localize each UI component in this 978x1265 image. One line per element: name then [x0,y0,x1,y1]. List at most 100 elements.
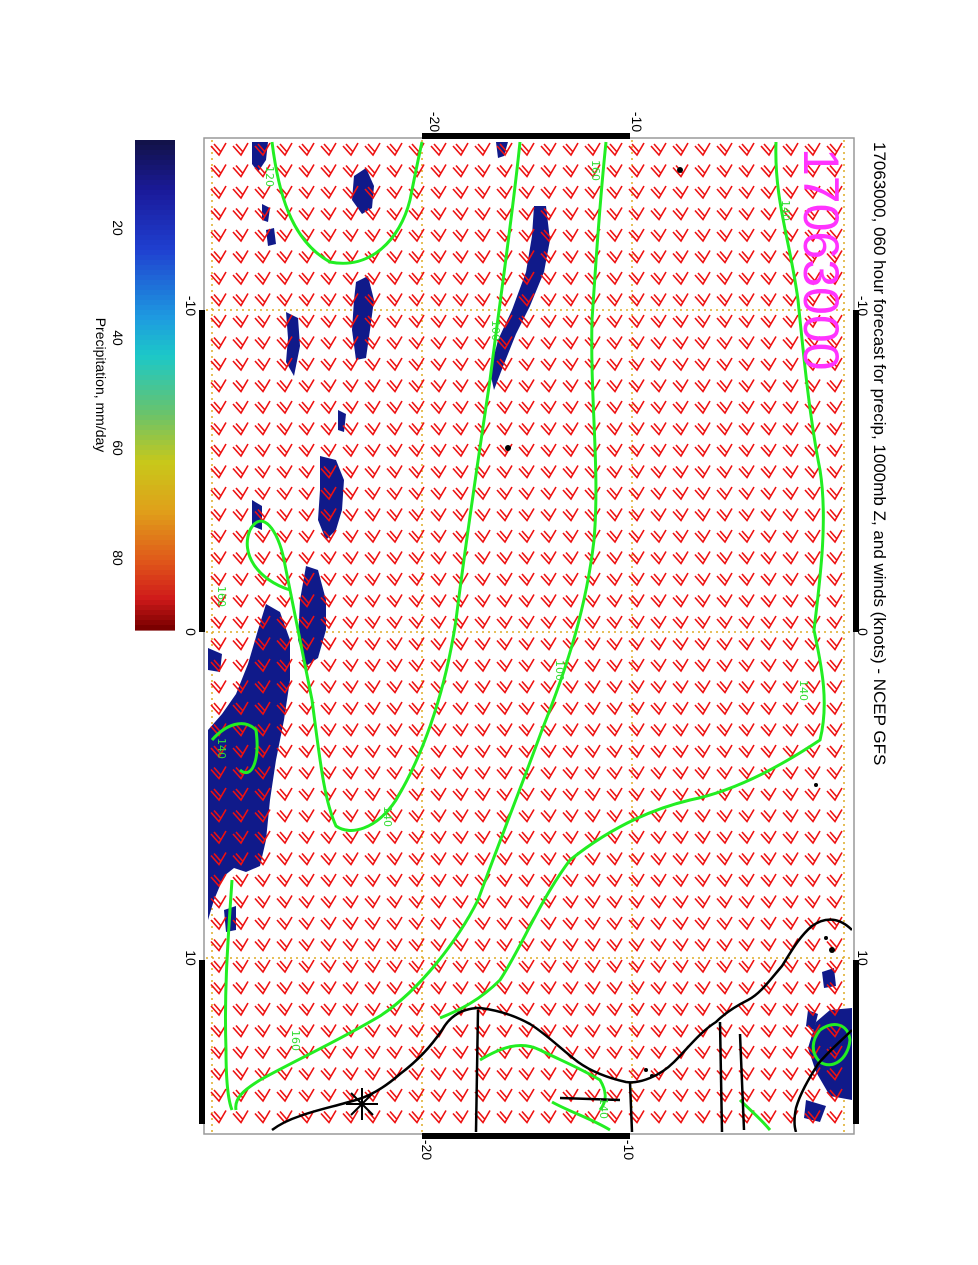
wind-barb [342,400,359,415]
wind-barb [254,637,271,651]
wind-barb [232,680,249,694]
wind-barb [452,658,469,673]
wind-barb [650,594,667,608]
contour-line [439,141,826,1020]
wind-barb [760,637,777,651]
wind-barb [694,164,711,178]
wind-barb [562,594,579,608]
wind-barb [320,529,337,544]
wind-barb [672,959,689,974]
wind-barb [408,916,425,931]
wind-barb [232,551,249,565]
wind-barb [804,809,821,823]
wind-barb [232,293,249,307]
wind-barb [254,852,271,866]
wind-barb [826,486,843,501]
wind-barb [474,572,491,587]
wind-barb [672,314,689,329]
wind-barb [606,142,623,157]
wind-barb [606,293,623,307]
wind-barb [210,164,227,178]
wind-barb [408,637,425,651]
wind-barb [298,916,315,931]
wind-barb [760,379,777,393]
wind-barb [694,744,711,759]
wind-barb [430,658,447,673]
wind-barb [672,185,689,200]
wind-barb [210,1045,227,1060]
wind-barb [584,1088,601,1103]
wind-barb [276,873,293,888]
wind-barb [782,1002,799,1017]
wind-barb [672,1024,689,1038]
wind-barb [694,1067,711,1081]
wind-barb [716,959,733,974]
wind-barb [826,1088,843,1103]
wind-barb [562,744,579,759]
wind-barb [210,594,227,608]
wind-barb [672,809,689,823]
wind-barb [694,357,711,372]
wind-barb [496,938,513,952]
wind-barb [386,981,403,995]
wind-barb [276,637,293,651]
wind-barb [650,895,667,909]
wind-barb [584,486,601,501]
wind-barb [408,1024,425,1038]
wind-barb [694,809,711,823]
wind-barb [474,938,491,952]
colorbar-band [135,235,175,241]
wind-barb [298,551,315,565]
wind-barb [628,701,645,716]
wind-barb [738,314,755,329]
wind-barb [672,873,689,888]
wind-barb [276,572,293,587]
wind-barb [760,916,777,931]
wind-barb [232,916,249,931]
wind-barb [364,723,381,737]
colorbar-band [135,565,175,571]
wind-barb [430,981,447,995]
wind-barb [584,680,601,694]
wind-barb [562,1024,579,1038]
wind-barb [606,529,623,544]
wind-barb [606,658,623,673]
wind-barb [452,379,469,393]
colorbar-tick-label: 60 [110,440,126,456]
wind-barb [716,615,733,630]
wind-barb [232,594,249,608]
wind-barb [210,572,227,587]
wind-barb [694,400,711,415]
wind-barb [386,938,403,952]
wind-barb [232,959,249,974]
wind-barb [562,895,579,909]
wind-barb [782,637,799,651]
colorbar-band [135,455,175,461]
wind-barb [408,508,425,522]
wind-barb [694,422,711,436]
wind-barb [254,981,271,995]
wind-barb [496,1110,513,1124]
wind-barb [760,1024,777,1038]
wind-barb [562,938,579,952]
wind-barb [760,959,777,974]
wind-barb [518,895,535,909]
wind-barb [342,1110,359,1124]
wind-barb [738,529,755,544]
wind-barb [562,701,579,716]
wind-barb [474,766,491,780]
wind-barb [254,658,271,673]
wind-barb [606,164,623,178]
wind-barb [386,336,403,350]
wind-barb [826,508,843,522]
right-tick-label: -10 [855,296,871,316]
wind-barb [254,701,271,716]
colorbar-band [135,580,175,586]
wind-barb [804,830,821,845]
wind-barb [386,529,403,544]
wind-barb [738,873,755,888]
wind-barb [298,852,315,866]
wind-barb [254,873,271,888]
wind-barb [342,164,359,178]
wind-barb [694,766,711,780]
